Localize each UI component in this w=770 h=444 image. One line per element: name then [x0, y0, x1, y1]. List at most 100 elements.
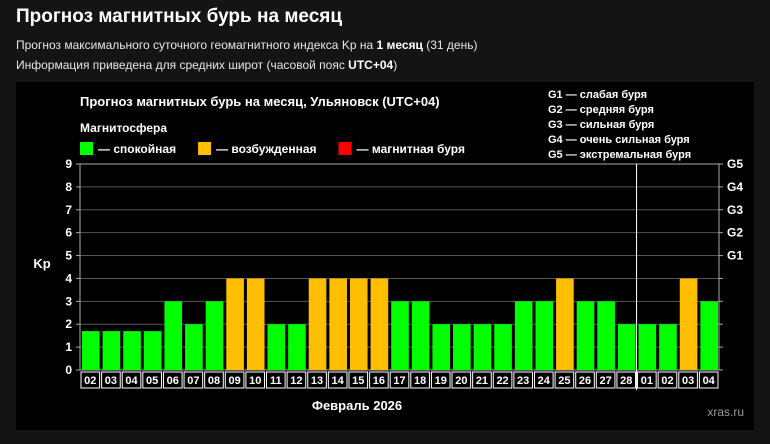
y-tick-label: 7 [65, 203, 72, 217]
bar [514, 301, 533, 370]
x-tick-box [307, 371, 327, 389]
x-tick-label: 12 [290, 375, 302, 387]
x-tick-label: 13 [311, 375, 323, 387]
x-tick-box [204, 371, 224, 389]
x-tick-box [430, 371, 451, 389]
x-tick-box [348, 371, 369, 389]
bar [453, 324, 471, 370]
bar [267, 324, 286, 370]
watermark: xras.ru [707, 405, 744, 419]
subtitle2-bold: UTC+04 [348, 58, 394, 72]
bar [597, 301, 615, 370]
bar [659, 324, 677, 370]
bar [246, 278, 265, 370]
x-tick-box [162, 371, 183, 389]
g-legend-item: G5 — экстремальная буря [548, 149, 691, 161]
chart-panel: Прогноз магнитных бурь на месяц, Ульянов… [16, 82, 754, 430]
bar [143, 331, 162, 370]
bar [576, 301, 595, 370]
x-tick-box [637, 371, 657, 389]
x-tick-box [101, 371, 121, 389]
y-tick-label: 5 [65, 249, 72, 263]
x-tick-label: 04 [125, 375, 138, 387]
bar [185, 324, 203, 370]
bar [288, 324, 306, 370]
x-tick-box [286, 371, 307, 389]
x-tick-box [224, 371, 245, 389]
x-tick-box [678, 371, 698, 389]
x-tick-label: 27 [600, 375, 612, 387]
chart-title: Прогноз магнитных бурь на месяц, Ульянов… [80, 94, 440, 109]
x-axis: 02 03 04 05 06 07 08 09 10 11 12 13 14 15 16 17 18 19 20 21… [80, 371, 719, 389]
g-tick-label: G1 [727, 249, 743, 263]
x-tick-box [80, 371, 101, 389]
x-tick-box [245, 371, 266, 389]
legend-label-calm: — спокойная [98, 142, 176, 156]
y-tick-label: 1 [65, 340, 72, 354]
bar [102, 331, 121, 370]
y-tick-label: 8 [65, 180, 72, 194]
x-tick-label: 06 [167, 375, 179, 387]
y-axis: 0 1 2 3 4 5 6 7 8 9 [65, 157, 80, 377]
legend-label-storm: — магнитная буря [357, 142, 465, 156]
legend-swatch-calm [80, 142, 93, 155]
bar [679, 278, 698, 370]
bar [164, 301, 183, 370]
bar [700, 301, 718, 370]
g-tick-label: G3 [727, 203, 743, 217]
bar [638, 324, 657, 370]
x-tick-label: 17 [393, 375, 405, 387]
x-tick-label: 22 [496, 375, 508, 387]
bar [370, 278, 389, 370]
x-tick-label: 20 [455, 375, 467, 387]
y-axis-label: Kp [33, 256, 50, 271]
x-tick-label: 25 [558, 375, 570, 387]
bar [349, 278, 368, 370]
x-tick-label: 19 [435, 375, 447, 387]
legend-title: Магнитосфера [80, 121, 167, 135]
bar [617, 324, 636, 370]
bar [494, 324, 512, 370]
legend-label-excited: — возбужденная [216, 142, 316, 156]
bar [205, 301, 224, 370]
bar [308, 278, 327, 370]
g-legend-item: G4 — очень сильная буря [548, 134, 690, 146]
x-tick-label: 02 [84, 375, 96, 387]
y-tick-label: 6 [65, 226, 72, 240]
g-legend-item: G2 — средняя буря [548, 104, 654, 116]
subtitle1-bold: 1 месяц [376, 38, 423, 52]
x-tick-box [451, 371, 472, 389]
subtitle1-post: (31 день) [422, 38, 478, 52]
g-scale-axis: G1 G2 G3 G4 G5 [719, 157, 743, 371]
bar [329, 278, 347, 370]
x-tick-box [513, 371, 533, 389]
x-tick-label: 01 [641, 375, 653, 387]
x-tick-label: 04 [703, 375, 716, 387]
subtitle2-pre: Информация приведена для средних широт (… [16, 58, 349, 72]
subtitle2-post: ) [393, 58, 398, 72]
x-tick-box [492, 371, 513, 389]
bar [432, 324, 451, 370]
g-tick-label: G2 [727, 226, 743, 240]
x-tick-label: 07 [187, 375, 199, 387]
bars [82, 164, 718, 390]
x-tick-box [698, 371, 719, 389]
x-tick-label: 11 [270, 375, 282, 387]
x-tick-box [472, 371, 492, 389]
g-tick-label: G4 [727, 180, 743, 194]
legend-swatch-storm [338, 142, 352, 155]
x-tick-box [266, 371, 286, 389]
y-tick-label: 3 [65, 294, 72, 308]
x-tick-label: 14 [332, 375, 345, 387]
x-tick-box [575, 371, 595, 389]
x-axis-label: Февраль 2026 [312, 398, 402, 413]
g-legend-item: G1 — слабая буря [548, 89, 647, 101]
x-tick-box [533, 371, 554, 389]
x-tick-box [595, 371, 616, 389]
bar [473, 324, 492, 370]
x-tick-label: 16 [373, 375, 385, 387]
bar [226, 278, 244, 370]
bar [123, 331, 141, 370]
x-tick-box [616, 371, 637, 389]
y-tick-label: 2 [65, 317, 72, 331]
